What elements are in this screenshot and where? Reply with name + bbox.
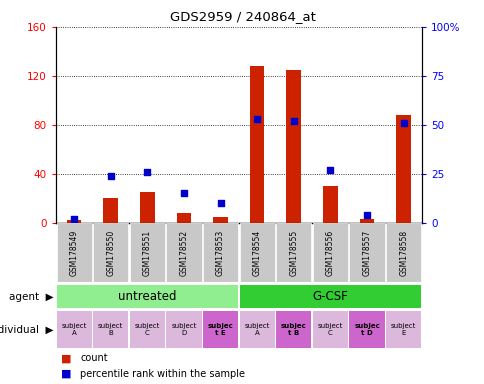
Text: subject
D: subject D [171,323,196,336]
Text: subjec
t E: subjec t E [207,323,233,336]
Text: GSM178557: GSM178557 [362,229,371,276]
FancyBboxPatch shape [130,311,165,348]
Text: ■: ■ [60,353,71,363]
Text: G-CSF: G-CSF [312,290,348,303]
Point [326,167,333,173]
FancyBboxPatch shape [276,311,311,348]
FancyBboxPatch shape [203,311,238,348]
Bar [176,213,191,223]
Text: GSM178553: GSM178553 [215,229,225,276]
FancyBboxPatch shape [349,311,384,348]
FancyBboxPatch shape [57,285,238,308]
Text: count: count [80,353,107,363]
Bar [140,192,154,223]
FancyBboxPatch shape [349,223,384,281]
FancyBboxPatch shape [203,223,238,281]
Point [253,116,260,122]
FancyBboxPatch shape [385,223,420,281]
Point [216,200,224,206]
Text: subject
C: subject C [317,323,342,336]
Text: ■: ■ [60,369,71,379]
Text: GSM178554: GSM178554 [252,229,261,276]
Bar [395,115,410,223]
Bar [67,220,81,223]
FancyBboxPatch shape [130,223,165,281]
Text: GDS2959 / 240864_at: GDS2959 / 240864_at [169,10,315,23]
Text: agent  ▶: agent ▶ [9,291,53,302]
Text: subject
A: subject A [61,323,87,336]
Text: GSM178552: GSM178552 [179,229,188,276]
Bar [213,217,227,223]
Point [363,212,370,218]
FancyBboxPatch shape [93,311,128,348]
Point [399,120,407,126]
Point [180,190,187,196]
Text: GSM178555: GSM178555 [288,229,298,276]
Bar [286,70,301,223]
Point [106,173,114,179]
FancyBboxPatch shape [57,223,91,281]
FancyBboxPatch shape [93,223,128,281]
Bar [322,186,337,223]
FancyBboxPatch shape [312,311,347,348]
Text: individual  ▶: individual ▶ [0,324,53,334]
Text: GSM178549: GSM178549 [69,229,78,276]
Text: subject
B: subject B [98,323,123,336]
Bar [359,219,374,223]
FancyBboxPatch shape [239,285,420,308]
Text: subjec
t B: subjec t B [280,323,306,336]
FancyBboxPatch shape [166,311,201,348]
Bar [103,198,118,223]
Text: subject
E: subject E [390,323,415,336]
Text: subject
A: subject A [244,323,269,336]
FancyBboxPatch shape [385,311,420,348]
Point [289,118,297,124]
FancyBboxPatch shape [276,223,311,281]
Text: subjec
t D: subjec t D [353,323,379,336]
Text: untreated: untreated [118,290,176,303]
Text: GSM178551: GSM178551 [142,229,151,276]
FancyBboxPatch shape [239,311,274,348]
Text: GSM178558: GSM178558 [398,229,408,276]
Text: GSM178550: GSM178550 [106,229,115,276]
FancyBboxPatch shape [239,223,274,281]
FancyBboxPatch shape [57,311,91,348]
FancyBboxPatch shape [312,223,347,281]
Bar [249,66,264,223]
FancyBboxPatch shape [166,223,201,281]
Text: subject
C: subject C [135,323,160,336]
Point [70,216,78,222]
Text: percentile rank within the sample: percentile rank within the sample [80,369,244,379]
Text: GSM178556: GSM178556 [325,229,334,276]
Point [143,169,151,175]
